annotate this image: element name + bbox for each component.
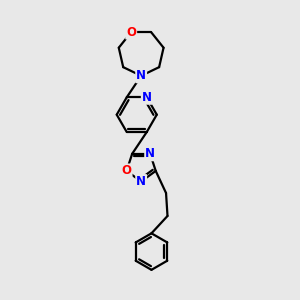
Text: N: N: [142, 91, 152, 104]
Text: N: N: [145, 147, 155, 160]
Text: N: N: [136, 175, 146, 188]
Text: N: N: [136, 69, 146, 82]
Text: O: O: [122, 164, 132, 177]
Text: O: O: [126, 26, 136, 39]
